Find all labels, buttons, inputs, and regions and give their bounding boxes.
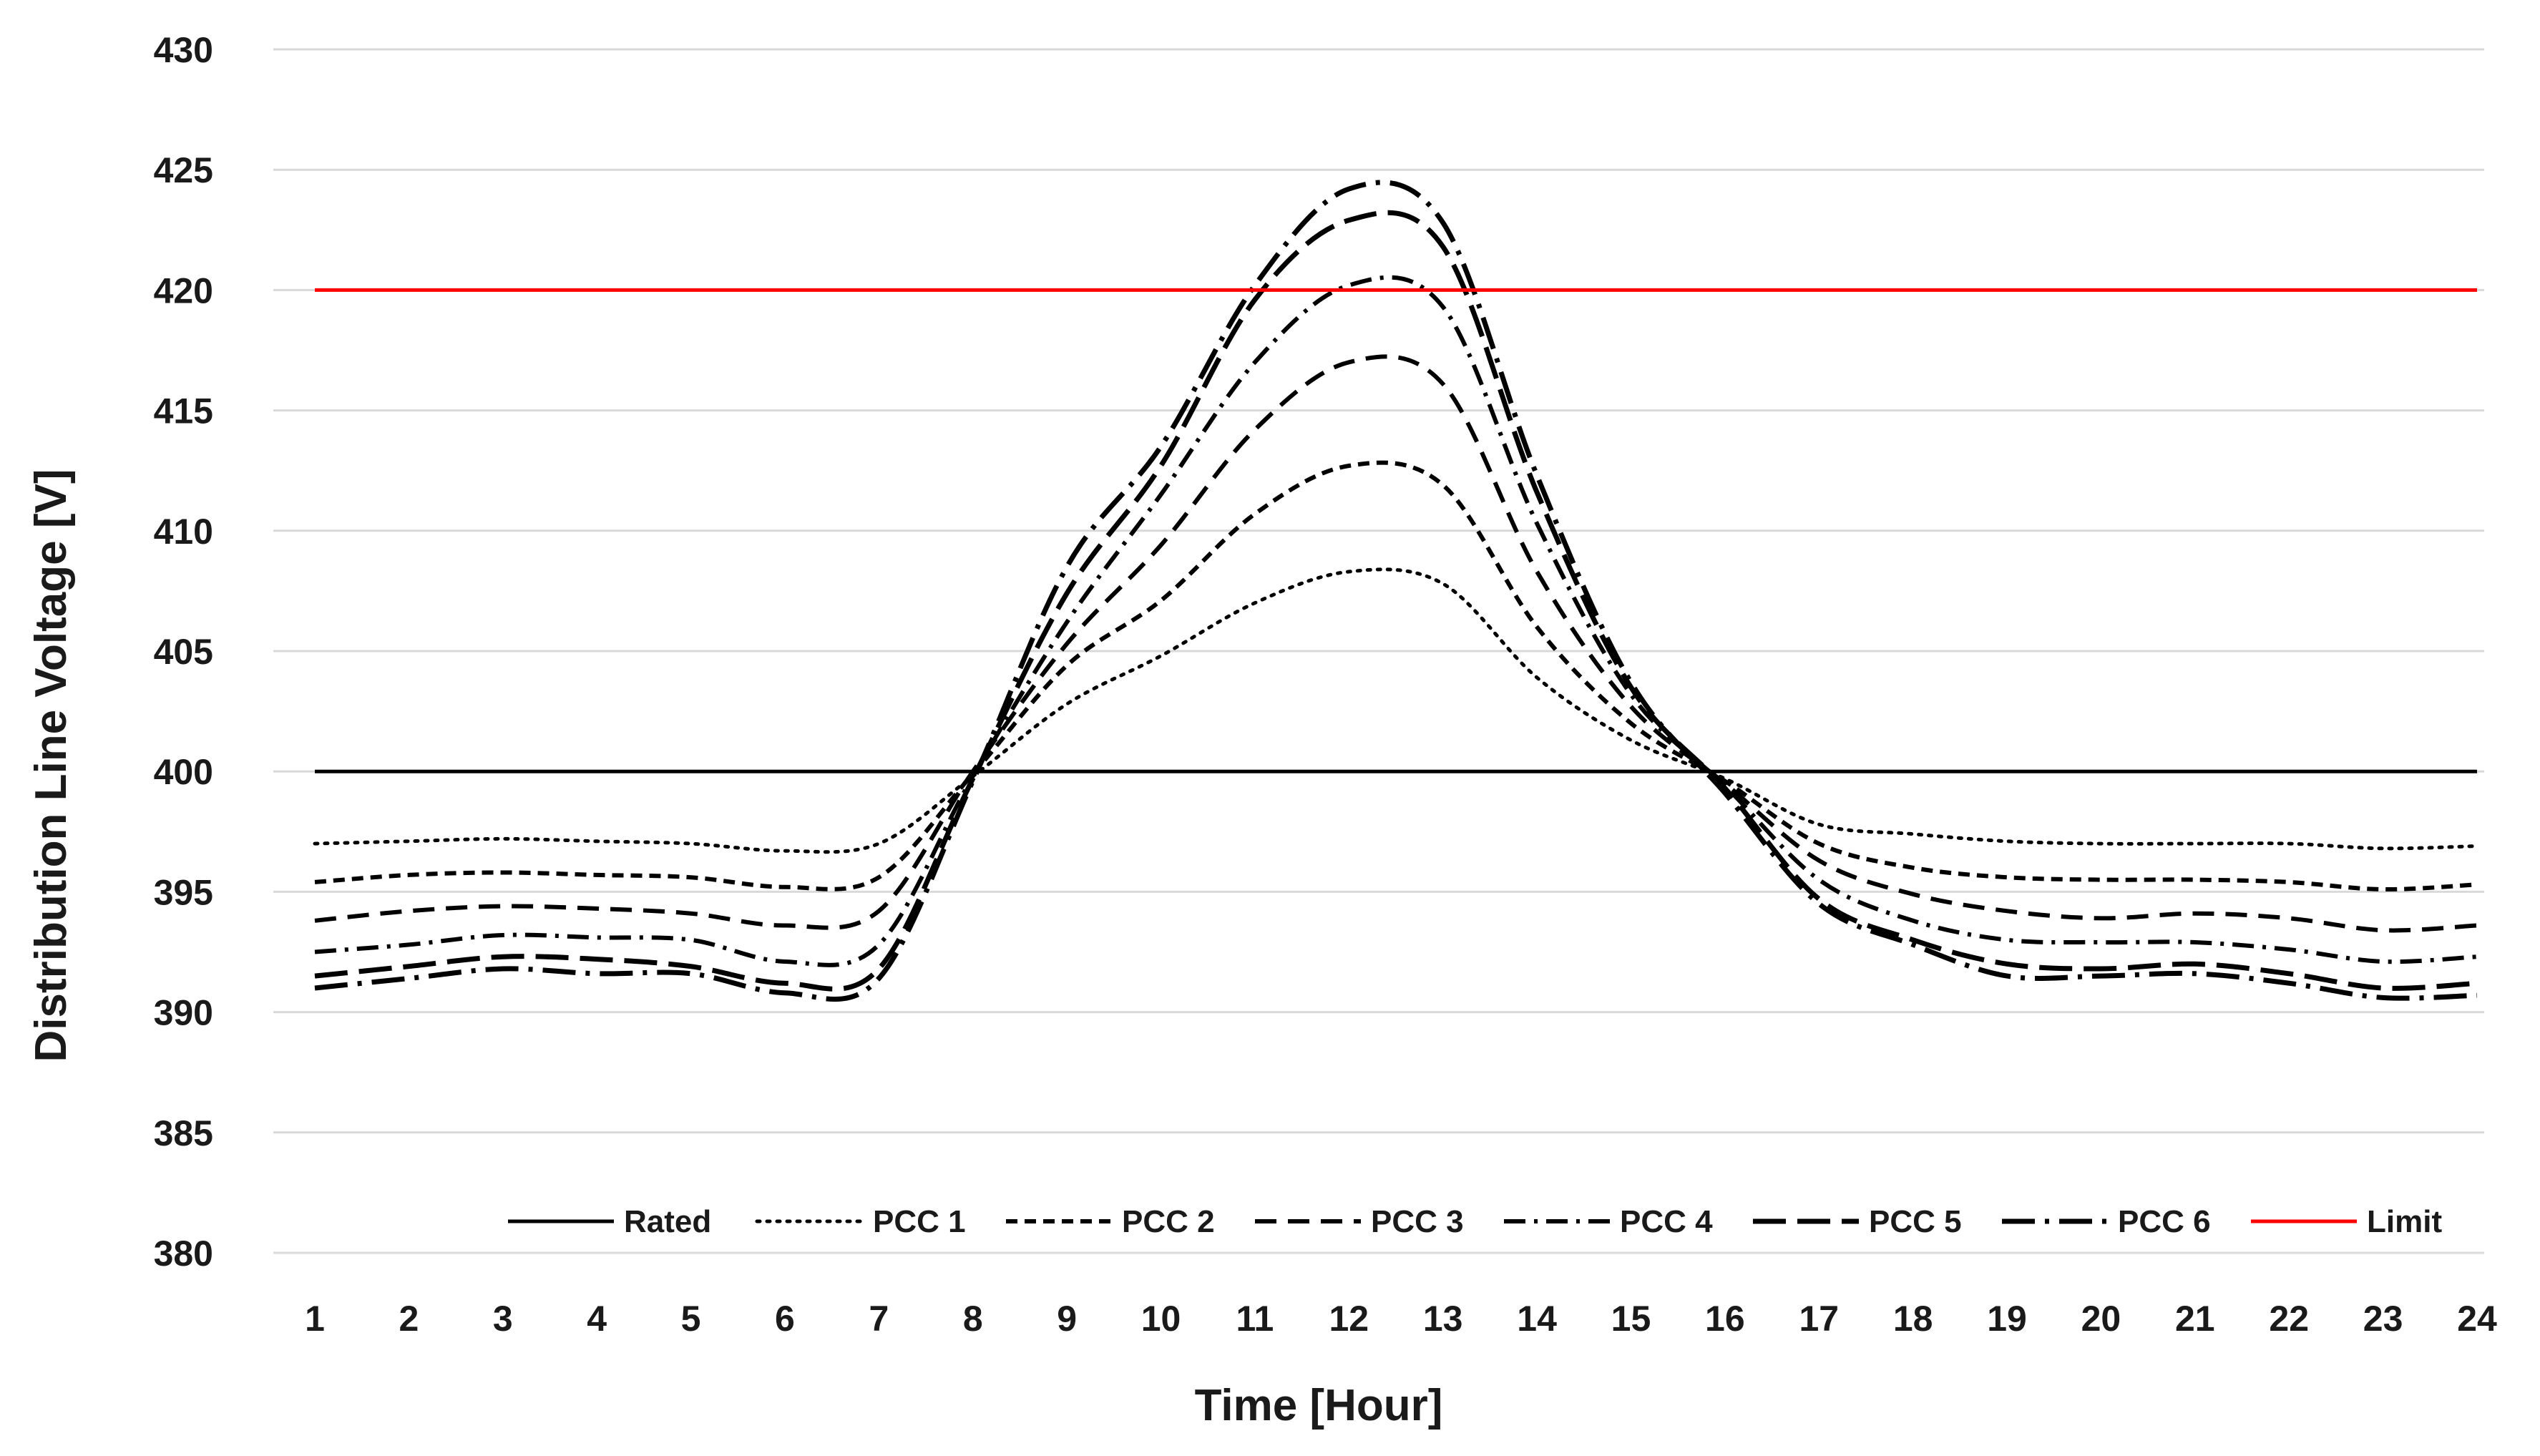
- x-tick-label-14: 14: [1517, 1299, 1557, 1339]
- series-line-pcc-5: [314, 210, 2478, 992]
- y-axis-title: Distribution Line Voltage [V]: [26, 469, 76, 1062]
- x-tick-label-20: 20: [2081, 1299, 2121, 1339]
- legend-label-pcc-4: PCC 4: [1620, 1204, 1713, 1239]
- y-tick-label-390: 390: [154, 993, 213, 1033]
- x-tick-label-22: 22: [2269, 1299, 2309, 1339]
- x-tick-label-24: 24: [2457, 1299, 2497, 1339]
- legend-label-pcc-3: PCC 3: [1371, 1204, 1464, 1239]
- y-tick-label-410: 410: [154, 512, 213, 552]
- legend-label-pcc-2: PCC 2: [1122, 1204, 1215, 1239]
- x-tick-label-6: 6: [775, 1299, 795, 1339]
- legend-label-pcc-6: PCC 6: [2118, 1204, 2211, 1239]
- x-tick-label-5: 5: [681, 1299, 701, 1339]
- legend-label-limit: Limit: [2367, 1204, 2442, 1239]
- series-line-pcc-4: [314, 275, 2478, 967]
- y-tick-label-420: 420: [154, 270, 213, 311]
- x-tick-label-19: 19: [1987, 1299, 2027, 1339]
- y-tick-label-405: 405: [154, 632, 213, 672]
- legend-label-pcc-1: PCC 1: [873, 1204, 966, 1239]
- x-tick-label-1: 1: [305, 1299, 325, 1339]
- x-tick-label-8: 8: [963, 1299, 983, 1339]
- x-tick-label-10: 10: [1141, 1299, 1181, 1339]
- x-tick-label-23: 23: [2363, 1299, 2403, 1339]
- x-tick-label-21: 21: [2175, 1299, 2215, 1339]
- x-axis-title: Time [Hour]: [1195, 1381, 1443, 1430]
- series-line-pcc-6: [314, 180, 2478, 1002]
- x-tick-label-4: 4: [587, 1299, 607, 1339]
- y-tick-label-380: 380: [154, 1233, 213, 1274]
- x-tick-label-18: 18: [1893, 1299, 1933, 1339]
- y-tick-label-425: 425: [154, 150, 213, 190]
- x-tick-label-17: 17: [1799, 1299, 1839, 1339]
- x-tick-label-7: 7: [869, 1299, 889, 1339]
- y-tick-label-395: 395: [154, 872, 213, 912]
- series-line-pcc-1: [313, 567, 2479, 854]
- legend-label-rated: Rated: [624, 1204, 711, 1239]
- x-tick-label-15: 15: [1611, 1299, 1651, 1339]
- x-tick-label-12: 12: [1329, 1299, 1369, 1339]
- series-lines: [313, 180, 2479, 1002]
- x-tick-label-13: 13: [1423, 1299, 1463, 1339]
- y-tick-label-400: 400: [154, 752, 213, 792]
- x-tick-label-11: 11: [1236, 1299, 1274, 1339]
- x-tick-label-9: 9: [1057, 1299, 1077, 1339]
- y-tick-label-430: 430: [154, 30, 213, 70]
- y-tick-label-415: 415: [154, 391, 213, 431]
- x-tick-label-3: 3: [493, 1299, 513, 1339]
- legend-label-pcc-5: PCC 5: [1869, 1204, 1962, 1239]
- x-tick-label-2: 2: [399, 1299, 419, 1339]
- x-axis-tick-labels: 1 2 3 4 5 6 7 8 9 10 11 12 13 14 15 16 17 18 19 20 21 22 23 24: [305, 1299, 2497, 1339]
- x-tick-label-16: 16: [1705, 1299, 1745, 1339]
- y-axis-tick-labels: 380 385 390 395 400 405 410 415 420 425 430: [154, 30, 213, 1274]
- series-line-pcc-2: [314, 460, 2478, 892]
- legend: Rated PCC 1 PCC 2 PCC 3 PCC 4 PCC 5 PCC 6 Limit: [508, 1204, 2442, 1239]
- y-tick-label-385: 385: [154, 1113, 213, 1153]
